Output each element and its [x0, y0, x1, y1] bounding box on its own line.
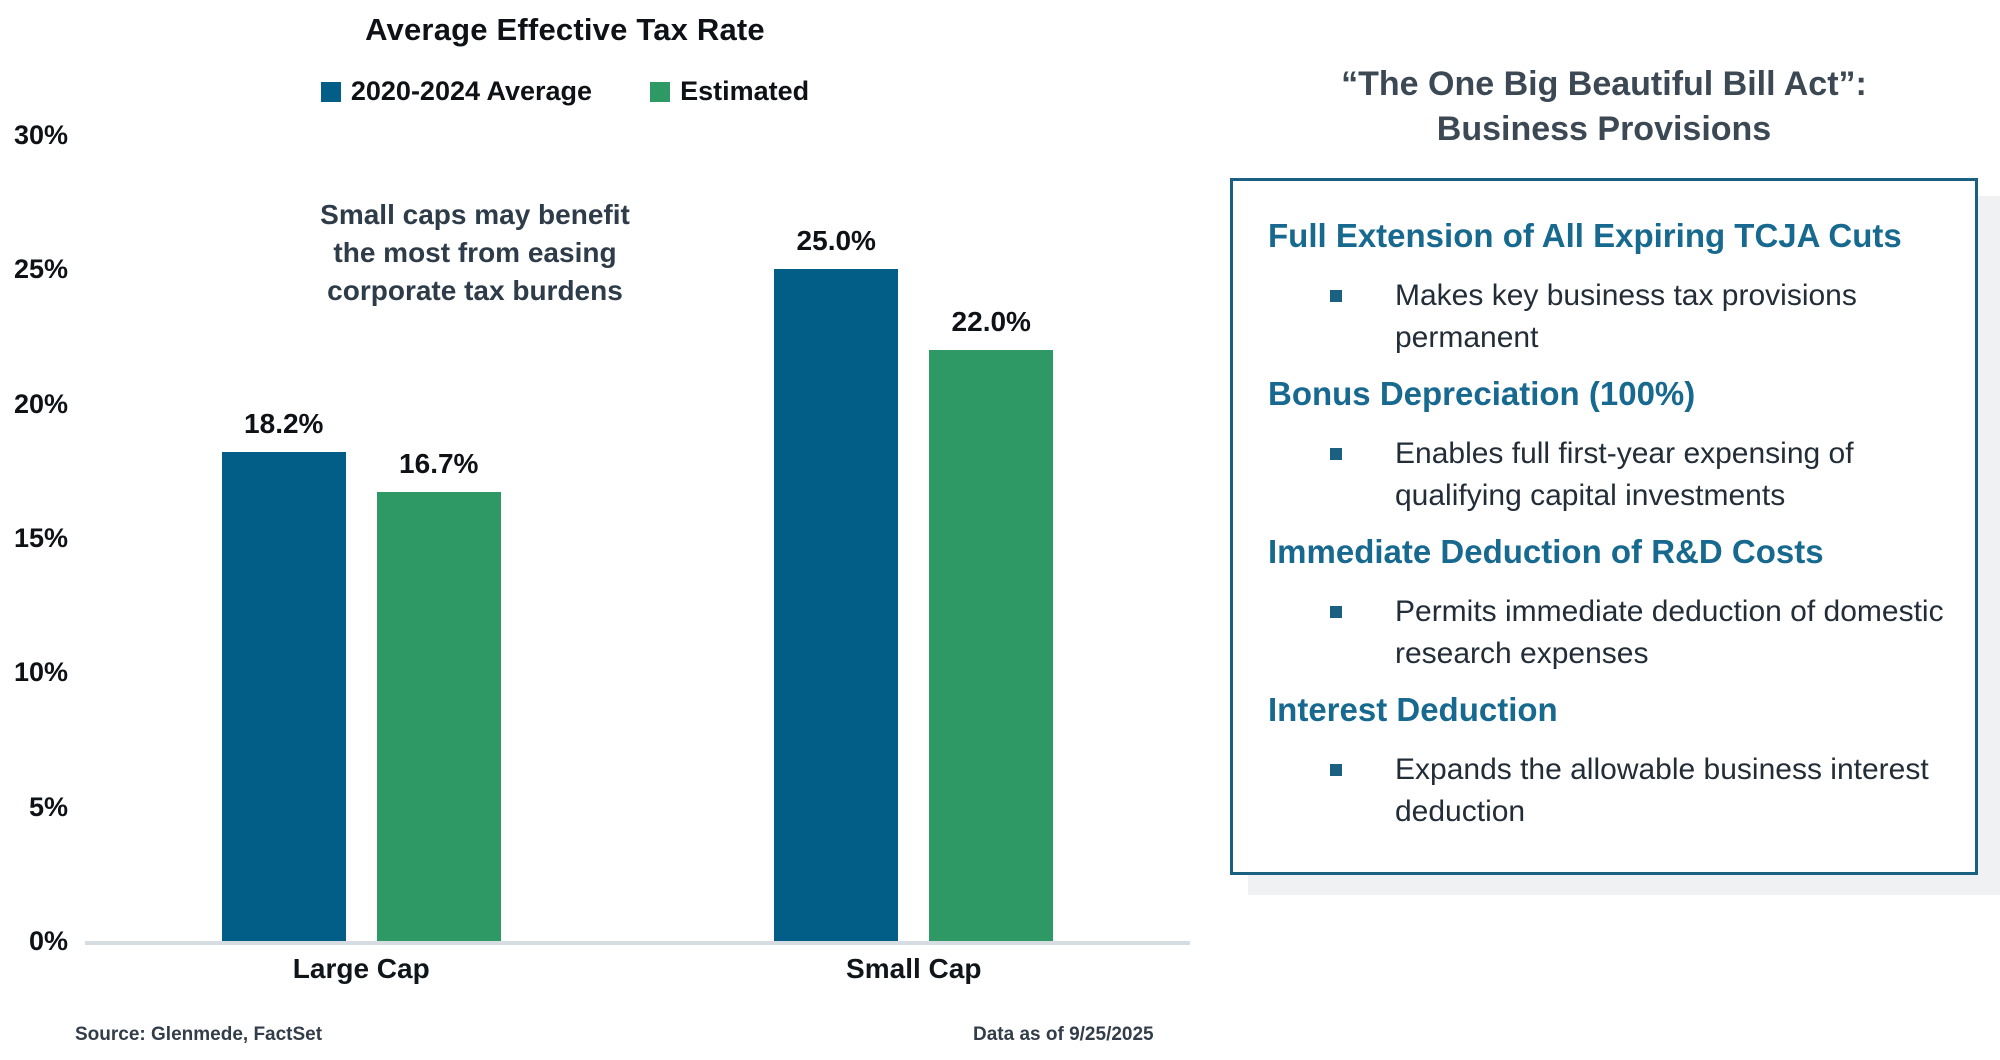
section-heading: Interest Deduction: [1268, 691, 1558, 728]
bar-value-label: 18.2%: [244, 408, 324, 440]
bar-wrap: 25.0%: [774, 135, 899, 941]
bar-value-label: 22.0%: [951, 305, 1031, 337]
panel-title: “The One Big Beautiful Bill Act”: Busine…: [1230, 62, 1978, 152]
y-tick-label: 25%: [13, 254, 68, 285]
legend-label: Estimated: [680, 76, 810, 106]
bullet-square-icon: [1330, 606, 1342, 618]
chart-legend: 2020-2024 Average Estimated: [0, 76, 1130, 107]
bar-large-cap-1: [376, 492, 501, 941]
y-axis-tick-labels: 0% 5% 10% 15% 20% 25% 30%: [0, 120, 68, 956]
legend-item-1: Estimated: [650, 76, 809, 107]
category-label-large-cap: Large Cap: [292, 953, 430, 984]
section-heading: Immediate Deduction of R&D Costs: [1268, 533, 1824, 570]
bar-value-label: 16.7%: [399, 448, 479, 480]
source-note: Source: Glenmede, FactSet: [75, 1024, 323, 1045]
bullet-text: Enables full first-year expensing of qua…: [1395, 437, 1854, 512]
section-heading: Full Extension of All Expiring TCJA Cuts: [1268, 217, 1902, 254]
bar-small-cap-0: [774, 269, 899, 941]
section-bullet: Enables full first-year expensing of qua…: [1330, 433, 1947, 517]
legend-label: 2020-2024 Average: [350, 76, 593, 106]
bullet-text: Permits immediate deduction of domestic …: [1395, 595, 1944, 670]
bullet-square-icon: [1330, 764, 1342, 776]
bullet-text: Expands the allowable business interest …: [1395, 753, 1929, 828]
y-tick-label: 30%: [13, 120, 68, 150]
y-tick-label: 10%: [13, 657, 68, 688]
chart-annotation: Small caps may benefit the most from eas…: [320, 199, 630, 306]
section-bullet: Expands the allowable business interest …: [1330, 749, 1947, 833]
bullet-square-icon: [1330, 448, 1342, 460]
chart-title: Average Effective Tax Rate: [365, 12, 765, 47]
panel-title-line2: Business Provisions: [1436, 110, 1772, 148]
bar-value-label: 25.0%: [796, 225, 876, 257]
bullet-text: Makes key business tax provisions perman…: [1395, 279, 1857, 354]
bullet-square-icon: [1330, 290, 1342, 302]
y-tick-label: 20%: [13, 388, 68, 419]
section-bullet: Makes key business tax provisions perman…: [1330, 275, 1947, 359]
bar-large-cap-0: [221, 452, 346, 941]
y-tick-label: 5%: [28, 791, 68, 822]
data-as-of-note: Data as of 9/25/2025: [973, 1024, 1154, 1045]
y-tick-label: 0%: [28, 926, 68, 956]
legend-swatch-icon: [650, 81, 671, 102]
section-bullet: Permits immediate deduction of domestic …: [1330, 591, 1947, 675]
provisions-card: Full Extension of All Expiring TCJA Cuts…: [1230, 178, 1978, 875]
category-label-small-cap: Small Cap: [846, 953, 982, 984]
bar-small-cap-1: [929, 349, 1054, 941]
y-tick-label: 15%: [13, 523, 68, 553]
legend-item-0: 2020-2024 Average: [320, 76, 593, 107]
bar-wrap: 22.0%: [929, 135, 1054, 941]
section-heading: Bonus Depreciation (100%): [1268, 375, 1696, 412]
legend-swatch-icon: [320, 81, 341, 102]
panel-title-line1: “The One Big Beautiful Bill Act”:: [1341, 65, 1867, 103]
